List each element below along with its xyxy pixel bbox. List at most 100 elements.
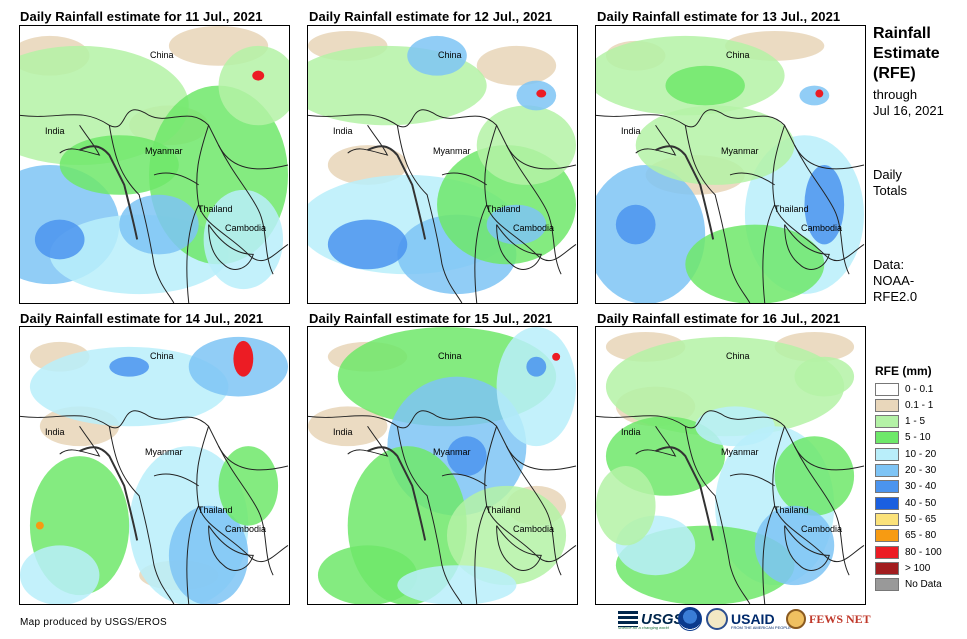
legend-swatch [875, 398, 899, 412]
rainfall-area [754, 505, 835, 586]
country-border [474, 204, 488, 303]
rainfall-area [774, 436, 855, 516]
rainfall-area [605, 336, 845, 437]
country-border [729, 473, 775, 487]
rainfall-area [476, 105, 577, 185]
coastline [79, 446, 139, 541]
rainfall-area [685, 224, 825, 303]
map-credit: Map produced by USGS/EROS [20, 617, 168, 628]
country-border [635, 125, 677, 156]
place-label-india: India [333, 126, 353, 136]
country-border [484, 125, 577, 261]
place-label-myanmar: Myanmar [433, 447, 471, 457]
country-border [308, 410, 577, 471]
legend-swatch [875, 447, 899, 461]
place-label-cambodia: Cambodia [225, 223, 267, 233]
legend-label: 30 - 40 [905, 481, 937, 493]
panel-title: Daily Rainfall estimate for 15 Jul., 202… [309, 311, 553, 326]
place-label-cambodia: Cambodia [225, 524, 267, 534]
legend-label: 50 - 65 [905, 513, 937, 525]
rainfall-area [635, 105, 795, 185]
rainfall-area [665, 65, 745, 106]
legend-item: 10 - 20 [875, 447, 936, 461]
rainfall-area [20, 45, 189, 165]
rainfall-area [407, 35, 467, 76]
place-label-india: India [333, 427, 353, 437]
rainfall-area [29, 346, 229, 427]
country-border [596, 410, 865, 471]
rainfall-field [308, 30, 577, 303]
light-rain-area [308, 406, 388, 447]
country-border [474, 505, 488, 604]
usgs-logo: USGS science for a changing world [618, 610, 684, 630]
legend-label: 0.1 - 1 [905, 399, 934, 411]
legend-swatch [875, 561, 899, 575]
rainfall-area [233, 340, 254, 377]
country-border [794, 144, 850, 275]
country-border [635, 426, 677, 457]
legend-item: 1 - 5 [875, 415, 925, 429]
place-label-india: India [45, 427, 65, 437]
country-border [347, 426, 389, 457]
place-label-cambodia: Cambodia [801, 524, 843, 534]
coastline [79, 145, 139, 240]
rainfall-map-11-jul: China India Myanmar Thailand Cambodia [19, 25, 290, 304]
place-label-cambodia: Cambodia [801, 223, 843, 233]
country-border [396, 125, 463, 303]
rainfall-area [496, 327, 577, 447]
legend-swatch [875, 431, 899, 445]
place-label-myanmar: Myanmar [721, 447, 759, 457]
country-border [59, 426, 101, 457]
rainfall-field [308, 327, 577, 604]
legend-swatch [875, 496, 899, 510]
legend-label: 10 - 20 [905, 448, 937, 460]
legend-swatch [875, 464, 899, 477]
product-title: Rainfall Estimate (RFE) [873, 25, 940, 82]
rainfall-area [397, 565, 517, 604]
country-border [441, 172, 487, 186]
rainfall-field [20, 26, 289, 303]
place-label-thailand: Thailand [486, 505, 521, 515]
rainfall-area [615, 204, 656, 245]
rainfall-map-14-jul: China India Myanmar Thailand Cambodia [19, 326, 290, 605]
data-source-label: Data: NOAA- RFE2.0 [873, 257, 918, 304]
coastline [367, 145, 427, 240]
rainfall-field [596, 30, 865, 303]
rainfall-area [446, 485, 567, 586]
rainfall-area [218, 45, 289, 126]
place-label-china: China [726, 50, 750, 60]
country-border [20, 109, 289, 170]
country-border [208, 525, 254, 571]
legend-label: > 100 [905, 562, 931, 574]
fews-net-logo: FEWS NET [786, 606, 871, 632]
legend-item: 20 - 30 [875, 464, 936, 478]
country-border [506, 144, 562, 275]
legend-item: 50 - 65 [875, 512, 936, 526]
place-label-myanmar: Myanmar [145, 146, 183, 156]
legend-item: 65 - 80 [875, 529, 936, 543]
rainfall-area [317, 545, 418, 604]
place-label-india: India [621, 427, 641, 437]
legend-swatch [875, 545, 899, 559]
panel-title: Daily Rainfall estimate for 12 Jul., 202… [309, 9, 553, 24]
legend-item: 30 - 40 [875, 480, 936, 494]
rainfall-area [446, 436, 487, 476]
legend-label: 0 - 0.1 [905, 383, 934, 395]
country-border [684, 426, 751, 604]
country-border [794, 445, 850, 576]
rainfall-area [526, 356, 547, 377]
country-border [784, 525, 830, 571]
place-label-cambodia: Cambodia [513, 223, 555, 233]
usaid-logo: USAID FROM THE AMERICAN PEOPLE [731, 611, 791, 630]
rainfall-area [252, 70, 265, 81]
panel-title: Daily Rainfall estimate for 16 Jul., 202… [597, 311, 841, 326]
country-border [484, 426, 577, 562]
country-border [196, 125, 289, 261]
rainfall-area [536, 89, 547, 98]
place-label-china: China [150, 351, 174, 361]
panel-title: Daily Rainfall estimate for 13 Jul., 202… [597, 9, 841, 24]
country-border [108, 426, 175, 604]
place-label-china: China [726, 351, 750, 361]
country-border [108, 125, 175, 303]
doi-seal-icon [706, 608, 728, 630]
